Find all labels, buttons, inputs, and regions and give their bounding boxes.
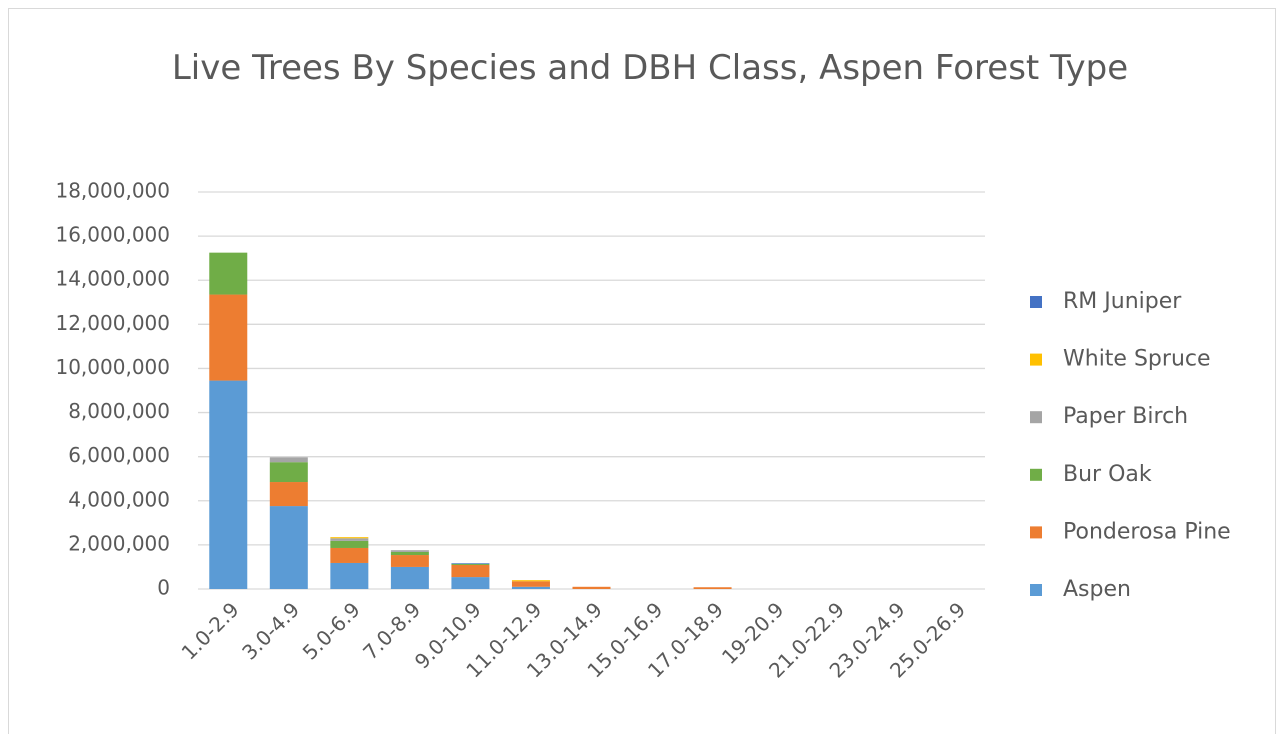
- y-tick-label: 8,000,000: [68, 399, 170, 423]
- bar-segment: [511, 586, 550, 589]
- bar-segment: [572, 586, 611, 589]
- bar-segment: [209, 294, 248, 381]
- bar-segment: [390, 566, 429, 589]
- legend-label: Aspen: [1063, 577, 1131, 602]
- bar-segment: [330, 562, 369, 589]
- y-tick-label: 4,000,000: [68, 487, 170, 511]
- bar-segment: [209, 380, 248, 589]
- y-tick-label: 16,000,000: [55, 223, 170, 247]
- legend-swatch: [1030, 584, 1042, 596]
- bar-segment: [693, 587, 732, 589]
- bar-segment: [390, 551, 429, 556]
- legend-label: Bur Oak: [1063, 462, 1152, 487]
- bar-segment: [511, 581, 550, 587]
- bar-segment: [330, 540, 369, 548]
- y-tick-label: 2,000,000: [68, 531, 170, 555]
- y-tick-label: 6,000,000: [68, 443, 170, 467]
- bar-segment: [390, 555, 429, 567]
- chart-frame: [8, 8, 1276, 734]
- bar-segment: [390, 550, 429, 552]
- x-tick-label: 3.0-4.9: [237, 597, 304, 664]
- legend-label: Ponderosa Pine: [1063, 519, 1231, 544]
- chart-title: Live Trees By Species and DBH Class, Asp…: [171, 48, 1129, 88]
- legend-swatch: [1030, 468, 1042, 481]
- legend-swatch: [1030, 296, 1042, 308]
- bar-segment: [269, 506, 308, 589]
- legend-label: Paper Birch: [1063, 404, 1188, 429]
- legend-swatch: [1030, 353, 1042, 366]
- bar-segment: [330, 538, 369, 541]
- y-tick-label: 14,000,000: [55, 267, 170, 291]
- y-tick-label: 18,000,000: [55, 179, 170, 203]
- bar-segment: [451, 577, 490, 589]
- bar-segment: [511, 580, 550, 582]
- bar-segment: [269, 457, 308, 463]
- bar-segment: [451, 564, 490, 578]
- bar-segment: [269, 462, 308, 483]
- bar-segment: [451, 563, 490, 564]
- legend-label: White Spruce: [1063, 347, 1211, 372]
- x-tick-label: 5.0-6.9: [298, 597, 365, 664]
- x-tick-label: 1.0-2.9: [177, 597, 244, 664]
- bar-segment: [209, 252, 248, 295]
- y-tick-label: 12,000,000: [55, 311, 170, 335]
- bar-segment: [330, 537, 369, 539]
- legend-swatch: [1030, 411, 1042, 424]
- bar-segment: [330, 547, 369, 563]
- bar-segment: [451, 563, 490, 565]
- bar-segment: [269, 482, 308, 507]
- legend-swatch: [1030, 526, 1042, 539]
- y-tick-label: 0: [157, 576, 170, 600]
- y-tick-label: 10,000,000: [55, 355, 170, 379]
- legend-label: RM Juniper: [1063, 289, 1182, 314]
